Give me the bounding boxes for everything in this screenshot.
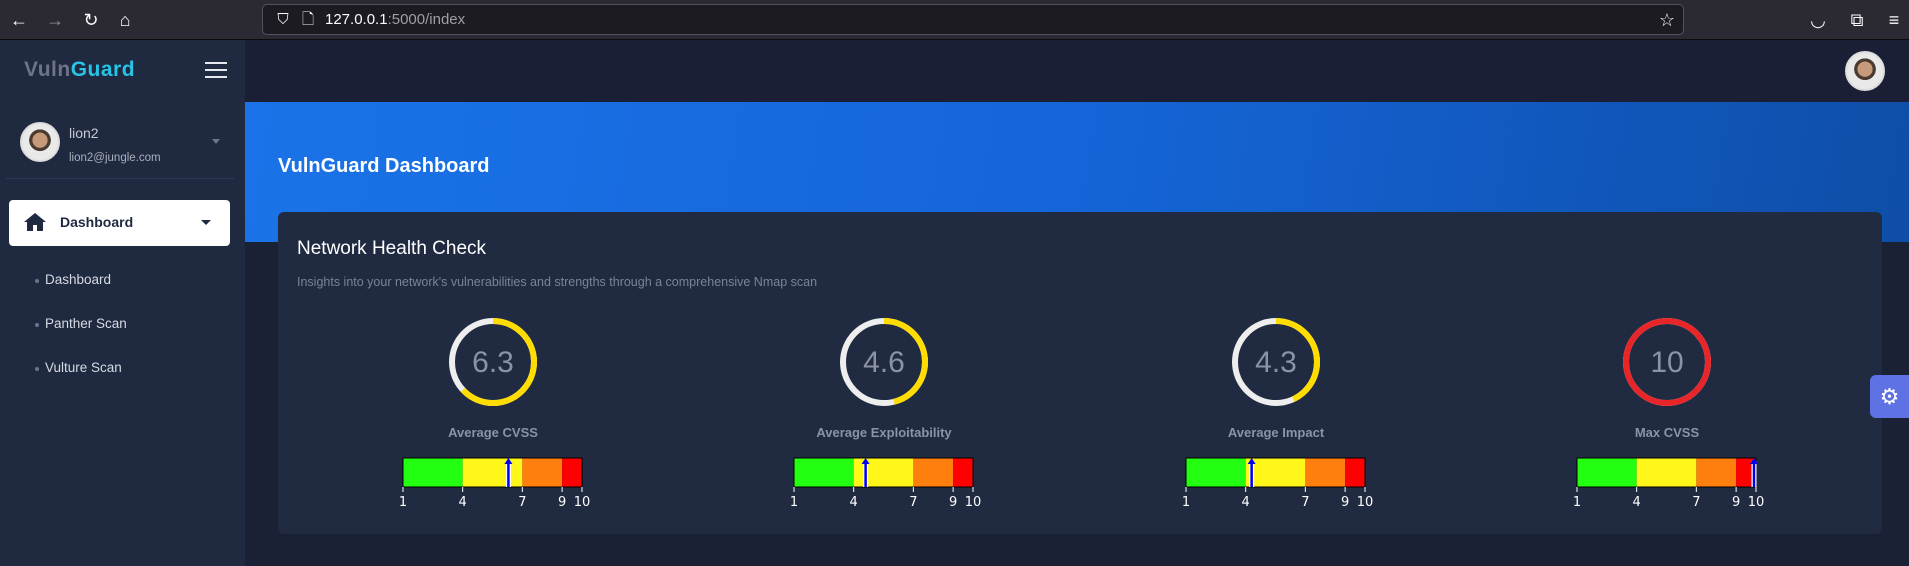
scale-band <box>403 458 463 487</box>
scale-band <box>1736 458 1756 487</box>
url-host: 127.0.0.1 <box>325 11 388 28</box>
gauge-label: Average Exploitability <box>816 425 952 440</box>
settings-gear-icon[interactable]: ⚙ <box>1870 375 1909 418</box>
gauge-label: Max CVSS <box>1634 425 1700 440</box>
scale-tick-label: 7 <box>909 495 917 510</box>
shield-icon[interactable]: ⛉ <box>277 11 289 28</box>
home-icon[interactable]: ⌂ <box>119 10 131 30</box>
scale-tick-label: 7 <box>1692 495 1700 510</box>
gauge-label: Average Impact <box>1227 425 1325 440</box>
user-name: lion2 <box>69 125 99 141</box>
scale-tick-label: 10 <box>965 495 982 510</box>
gauge-label: Average CVSS <box>448 425 538 440</box>
forward-icon[interactable]: → <box>46 10 64 30</box>
bookmark-star-icon[interactable]: ☆ <box>1658 10 1676 30</box>
back-icon[interactable]: ← <box>10 10 28 30</box>
subnav-vulture-scan[interactable]: Vulture Scan <box>35 360 122 375</box>
gauge-and-scale: 1 4 7 9 10 <box>1182 318 1374 510</box>
gauge-fill <box>449 318 537 406</box>
scale-tick-label: 4 <box>459 495 467 510</box>
scale-band <box>913 458 954 487</box>
card-title: Network Health Check <box>297 238 487 259</box>
gauge-value: 4.6 <box>863 346 905 379</box>
scale-band <box>794 458 854 487</box>
nav-dashboard[interactable]: Dashboard <box>9 200 230 246</box>
gauge-fill <box>1623 318 1711 406</box>
scale-tick-label: 4 <box>1633 495 1641 510</box>
scale-tick-label: 1 <box>1182 495 1190 510</box>
gauge-and-scale: 1 4 7 9 10 <box>1573 318 1765 510</box>
page-icon: 🗋 <box>301 11 315 28</box>
scale-band <box>1305 458 1346 487</box>
sidebar: VulnGuard <box>0 40 245 566</box>
value-marker <box>504 458 513 487</box>
hamburger-menu-icon[interactable] <box>205 62 227 78</box>
metric-max-cvss: 1 4 7 9 10 10 Max CVSS <box>1547 310 1787 510</box>
url-text[interactable]: 127.0.0.1:5000/index <box>325 11 465 28</box>
scale-band <box>562 458 582 487</box>
scale-band <box>853 458 914 487</box>
scale-band <box>462 458 523 487</box>
gauge-and-scale: 1 4 7 9 10 <box>399 318 591 510</box>
scale-band <box>1577 458 1637 487</box>
subnav-panther-scan[interactable]: Panther Scan <box>35 316 127 331</box>
scale-tick-label: 9 <box>949 495 957 510</box>
metric-average-exploitability: 1 4 7 9 10 4.6 Average Exploitability <box>764 310 1004 510</box>
value-marker <box>1247 458 1256 487</box>
user-email: lion2@jungle.com <box>69 152 161 164</box>
scale-outline <box>1185 457 1366 488</box>
scale-band <box>522 458 563 487</box>
scale-band <box>1696 458 1737 487</box>
scale-outline <box>793 457 974 488</box>
gauge-fill <box>840 318 928 406</box>
metric-average-impact: 1 4 7 9 10 4.3 Average Impact <box>1156 310 1396 510</box>
header-avatar[interactable] <box>1845 51 1885 91</box>
pocket-icon[interactable]: ◡ <box>1810 10 1826 30</box>
card-subtitle: Insights into your network's vulnerabili… <box>297 275 818 289</box>
nav-dashboard-label: Dashboard <box>60 214 134 230</box>
scale-tick-label: 7 <box>1301 495 1309 510</box>
extensions-icon[interactable]: ⧉ <box>1850 10 1864 30</box>
scale-band <box>1245 458 1306 487</box>
divider <box>6 178 234 179</box>
menu-icon[interactable]: ≡ <box>1888 10 1900 30</box>
scale-tick-label: 10 <box>574 495 591 510</box>
page-title: VulnGuard Dashboard <box>278 155 490 177</box>
scale-tick-label: 4 <box>1242 495 1250 510</box>
url-path: :5000/index <box>387 11 466 28</box>
scale-tick-label: 10 <box>1357 495 1374 510</box>
metric-average-cvss: 1 4 7 9 10 6.3 Average CVSS <box>373 310 613 510</box>
value-marker <box>1750 458 1758 487</box>
scale-band <box>1636 458 1697 487</box>
address-bar[interactable]: ⛉ 🗋 127.0.0.1:5000/index ☆ <box>262 4 1684 35</box>
gauge-value: 6.3 <box>472 346 514 379</box>
scale-band <box>953 458 973 487</box>
browser-toolbar: ← → ↻ ⌂ ⛉ 🗋 127.0.0.1:5000/index ☆ ◡ ⧉ ≡ <box>0 0 1909 40</box>
value-marker <box>861 458 870 487</box>
gauge-value: 4.3 <box>1255 346 1297 379</box>
scale-tick-label: 7 <box>518 495 526 510</box>
scale-tick-label: 1 <box>399 495 407 510</box>
gauge-value: 10 <box>1650 346 1684 379</box>
scale-tick-label: 9 <box>1732 495 1740 510</box>
gauge-fill <box>1232 318 1320 406</box>
scale-tick-label: 1 <box>790 495 798 510</box>
caret-down-icon <box>201 220 211 230</box>
home-icon <box>24 213 46 231</box>
scale-tick-label: 10 <box>1748 495 1765 510</box>
user-avatar[interactable] <box>20 122 60 162</box>
scale-tick-label: 9 <box>558 495 566 510</box>
brand-logo[interactable]: VulnGuard <box>24 58 136 81</box>
scale-band <box>1186 458 1246 487</box>
scale-tick-label: 9 <box>1341 495 1349 510</box>
user-menu-caret-icon[interactable] <box>212 139 220 148</box>
gauge-and-scale: 1 4 7 9 10 <box>790 318 982 510</box>
scale-outline <box>402 457 583 488</box>
scale-tick-label: 4 <box>850 495 858 510</box>
top-header <box>245 40 1909 102</box>
scale-tick-label: 1 <box>1573 495 1581 510</box>
scale-band <box>1345 458 1365 487</box>
subnav-dashboard[interactable]: Dashboard <box>34 272 112 287</box>
reload-icon[interactable]: ↻ <box>83 10 99 30</box>
